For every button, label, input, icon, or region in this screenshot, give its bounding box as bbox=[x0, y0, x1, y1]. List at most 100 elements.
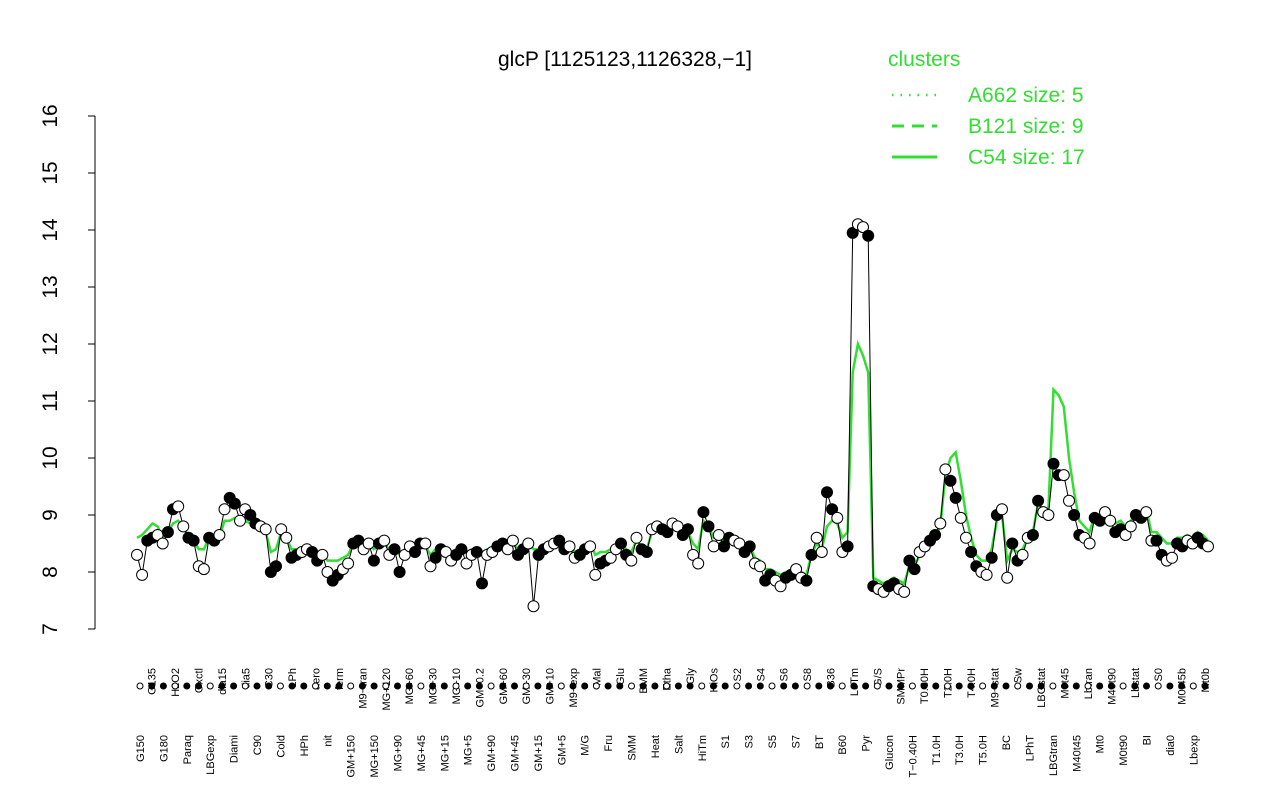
data-point bbox=[857, 221, 869, 234]
x-tick-label: G135 bbox=[147, 668, 159, 695]
data-point bbox=[172, 500, 185, 513]
data-point bbox=[584, 540, 597, 553]
data-point bbox=[862, 229, 875, 242]
x-marker bbox=[511, 682, 518, 690]
x-tick-label: G180 bbox=[158, 735, 170, 762]
x-marker bbox=[534, 682, 542, 690]
x-marker bbox=[604, 682, 612, 690]
data-point bbox=[280, 531, 293, 544]
y-tick-label: 14 bbox=[39, 218, 62, 242]
data-points bbox=[131, 218, 1214, 613]
x-marker bbox=[897, 682, 905, 690]
data-point bbox=[156, 537, 169, 550]
data-point bbox=[800, 574, 813, 587]
x-marker bbox=[768, 682, 776, 690]
x-marker bbox=[686, 682, 694, 690]
x-tick-label: Cold bbox=[275, 735, 287, 758]
x-marker bbox=[967, 682, 975, 690]
x-tick-label: LPh bbox=[287, 668, 299, 688]
y-tick-label: 7 bbox=[39, 623, 62, 635]
x-marker bbox=[756, 682, 764, 690]
x-marker bbox=[674, 682, 682, 690]
x-marker bbox=[300, 682, 308, 690]
x-marker bbox=[171, 682, 179, 690]
x-tick-label: MG+15 bbox=[439, 735, 451, 771]
x-tick-label: dia0 bbox=[1165, 735, 1177, 756]
data-point bbox=[1150, 534, 1163, 547]
x-tick-label: GM+90 bbox=[486, 735, 498, 771]
data-point bbox=[1166, 551, 1178, 564]
data-point bbox=[455, 543, 468, 556]
x-tick-label: MG+90 bbox=[393, 735, 405, 771]
x-tick-label: GM+5 bbox=[556, 735, 568, 765]
data-point bbox=[316, 548, 329, 561]
x-tick-label: GM+15 bbox=[533, 735, 545, 771]
data-point bbox=[810, 531, 823, 544]
data-point bbox=[815, 546, 828, 558]
x-marker bbox=[932, 682, 940, 690]
data-point bbox=[460, 557, 473, 570]
y-axis: 7 8 9 10 11 12 13 14 15 16 bbox=[39, 104, 96, 635]
x-marker bbox=[1189, 682, 1197, 690]
data-point bbox=[944, 474, 957, 487]
data-point bbox=[954, 511, 967, 524]
x-marker bbox=[990, 682, 998, 690]
x-marker bbox=[1096, 682, 1104, 690]
x-marker bbox=[663, 682, 671, 690]
data-point bbox=[553, 534, 566, 547]
x-marker bbox=[546, 682, 554, 690]
x-marker bbox=[464, 682, 472, 690]
x-tick-label: G150 bbox=[135, 735, 147, 762]
x-marker bbox=[452, 682, 460, 690]
data-point bbox=[712, 529, 725, 541]
data-point bbox=[213, 529, 226, 541]
x-marker bbox=[1166, 682, 1174, 690]
x-tick-label: Gly bbox=[685, 668, 697, 685]
x-tick-label: GM+150 bbox=[346, 735, 358, 778]
data-point bbox=[846, 226, 859, 239]
data-point bbox=[1016, 548, 1029, 561]
x-tick-label: Pyr bbox=[861, 735, 873, 752]
x-marker bbox=[241, 682, 249, 690]
x-marker bbox=[791, 682, 799, 690]
data-point bbox=[501, 543, 514, 556]
data-point bbox=[821, 486, 833, 499]
legend-title: clusters bbox=[888, 48, 960, 71]
data-point bbox=[1026, 529, 1039, 541]
x-tick-label: Lbexp bbox=[1188, 735, 1200, 765]
data-point bbox=[939, 463, 952, 476]
data-point bbox=[826, 503, 839, 516]
x-marker bbox=[382, 682, 390, 690]
data-point bbox=[228, 497, 241, 510]
x-marker bbox=[908, 682, 916, 690]
x-tick-label: M40t45 bbox=[1071, 735, 1083, 772]
x-marker bbox=[815, 682, 823, 690]
data-point bbox=[697, 506, 710, 519]
data-point bbox=[949, 491, 962, 504]
x-tick-label: T1.0H bbox=[931, 735, 943, 765]
x-marker bbox=[803, 682, 811, 690]
data-point bbox=[131, 548, 143, 561]
data-point bbox=[1063, 494, 1075, 507]
data-point bbox=[1057, 469, 1070, 482]
y-tick-label: 10 bbox=[39, 446, 62, 469]
data-point bbox=[187, 534, 200, 547]
x-tick-label: S7 bbox=[790, 735, 802, 748]
x-marker bbox=[651, 682, 659, 690]
x-marker bbox=[405, 682, 413, 690]
data-point bbox=[996, 503, 1008, 516]
x-marker bbox=[850, 682, 858, 690]
x-tick-label: S0 bbox=[1153, 668, 1165, 681]
y-tick-label: 16 bbox=[39, 104, 62, 127]
data-point bbox=[1104, 514, 1117, 527]
data-point bbox=[136, 568, 149, 581]
x-marker bbox=[1119, 682, 1127, 690]
x-marker bbox=[1072, 682, 1080, 690]
data-point bbox=[929, 529, 942, 541]
x-marker bbox=[159, 682, 167, 690]
data-point bbox=[270, 560, 282, 573]
data-point bbox=[1001, 571, 1014, 584]
x-tick-label: BMM bbox=[638, 668, 650, 694]
x-marker bbox=[710, 682, 717, 690]
